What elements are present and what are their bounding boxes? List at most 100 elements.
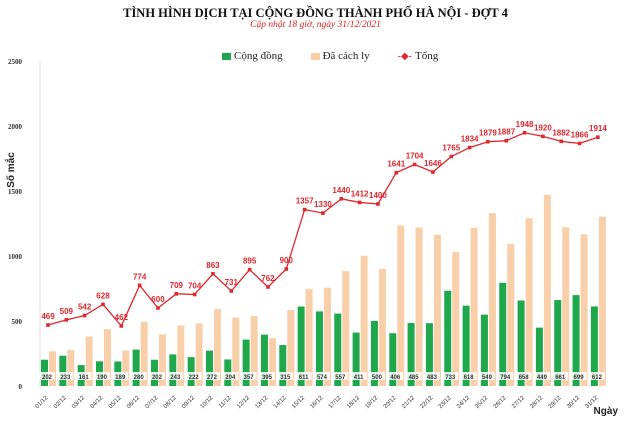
bar-label-cong-dong: 483 bbox=[427, 375, 438, 381]
x-tick-label: 23/12 bbox=[438, 395, 453, 410]
x-tick-label: 08/12 bbox=[163, 395, 178, 410]
bar-label-cong-dong: 204 bbox=[225, 375, 236, 381]
bar-label-cong-dong: 202 bbox=[42, 375, 53, 381]
bar-cong-dong bbox=[425, 323, 433, 386]
point-tong bbox=[247, 267, 252, 272]
bar-label-cong-dong: 315 bbox=[280, 375, 291, 381]
bar-da-cach-ly bbox=[397, 225, 405, 386]
bar-cong-dong bbox=[260, 334, 268, 386]
bar-label-bg bbox=[533, 372, 550, 380]
point-tong bbox=[64, 318, 69, 322]
bar-da-cach-ly bbox=[213, 309, 221, 386]
x-tick-label: 25/12 bbox=[474, 395, 489, 410]
data-label-tong: 731 bbox=[225, 278, 239, 287]
data-label-tong: 774 bbox=[133, 272, 147, 281]
bar-label-bg bbox=[75, 372, 92, 380]
y-tick-label: 2000 bbox=[8, 123, 23, 131]
x-tick-label: 11/12 bbox=[218, 395, 233, 410]
bar-label-cong-dong: 272 bbox=[207, 375, 218, 381]
bar-label-cong-dong: 612 bbox=[592, 375, 603, 381]
bar-label-bg bbox=[203, 372, 220, 380]
bar-da-cach-ly bbox=[525, 218, 533, 386]
point-tong bbox=[266, 285, 270, 289]
point-tong bbox=[559, 139, 564, 144]
x-tick-label: 17/12 bbox=[328, 395, 343, 410]
point-tong bbox=[229, 289, 234, 293]
bar-label-bg bbox=[478, 372, 495, 380]
point-tong bbox=[522, 130, 527, 135]
bar-label-cong-dong: 395 bbox=[262, 375, 273, 381]
bar-label-cong-dong: 202 bbox=[152, 375, 163, 381]
bar-label-bg bbox=[332, 372, 349, 380]
bar-label-cong-dong: 222 bbox=[189, 375, 200, 381]
data-label-tong: 762 bbox=[261, 274, 275, 283]
data-label-tong: 1882 bbox=[552, 128, 570, 137]
y-tick-label: 500 bbox=[12, 318, 23, 326]
data-label-tong: 542 bbox=[78, 303, 92, 312]
bar-label-bg bbox=[39, 372, 55, 380]
bar-label-cong-dong: 449 bbox=[537, 375, 548, 381]
bar-cong-dong bbox=[187, 357, 195, 386]
data-label-tong: 1641 bbox=[387, 160, 405, 169]
x-tick-label: 05/12 bbox=[108, 395, 123, 410]
bar-cong-dong bbox=[242, 339, 250, 386]
legend-item-da-cach-ly: Đã cách ly bbox=[310, 50, 370, 62]
bar-label-bg bbox=[350, 372, 367, 380]
bar-label-bg bbox=[240, 372, 257, 380]
bar-label-cong-dong: 500 bbox=[372, 375, 383, 381]
point-tong bbox=[541, 134, 545, 139]
bar-cong-dong bbox=[297, 306, 305, 386]
bar-label-bg bbox=[460, 372, 477, 380]
legend-label: Cộng đồng bbox=[234, 50, 283, 62]
point-tong bbox=[357, 200, 362, 205]
point-tong bbox=[137, 283, 142, 288]
y-tick-label: 2500 bbox=[8, 58, 23, 66]
bar-label-bg bbox=[57, 372, 74, 380]
data-label-tong: 628 bbox=[96, 291, 110, 300]
bar-cong-dong bbox=[59, 355, 67, 386]
legend-swatch-green bbox=[222, 52, 231, 60]
bar-label-bg bbox=[295, 372, 312, 380]
bar-label-bg bbox=[222, 372, 239, 380]
bar-label-cong-dong: 574 bbox=[317, 375, 328, 381]
data-label-tong: 704 bbox=[188, 281, 202, 290]
legend-swatch-peach bbox=[310, 52, 320, 60]
chart-subtitle: Cập nhật 18 giờ, ngày 31/12/2021 bbox=[250, 20, 381, 30]
bar-da-cach-ly bbox=[433, 234, 441, 386]
bar-cong-dong bbox=[169, 354, 177, 386]
bar-label-cong-dong: 661 bbox=[555, 375, 566, 381]
bar-cong-dong bbox=[590, 306, 598, 386]
bar-da-cach-ly bbox=[158, 334, 166, 386]
point-tong bbox=[412, 162, 417, 167]
point-tong bbox=[504, 138, 509, 143]
point-tong bbox=[596, 135, 600, 139]
legend-item-cong-dong: Cộng đồng bbox=[222, 50, 283, 62]
data-label-tong: 600 bbox=[151, 295, 165, 304]
point-tong bbox=[376, 202, 380, 206]
x-tick-label: 13/12 bbox=[255, 395, 270, 410]
bar-label-bg bbox=[570, 372, 587, 380]
bar-da-cach-ly bbox=[360, 255, 368, 386]
data-label-tong: 1357 bbox=[296, 197, 314, 206]
point-tong bbox=[82, 313, 87, 318]
chart-title: TÌNH HÌNH DỊCH TẠI CỘNG ĐỒNG THÀNH PHỐ H… bbox=[123, 6, 508, 20]
bar-da-cach-ly bbox=[488, 213, 496, 386]
x-tick-label: 24/12 bbox=[456, 395, 471, 410]
data-label-tong: 1887 bbox=[497, 128, 515, 137]
x-tick-label: 01/12 bbox=[35, 395, 50, 410]
x-tick-label: 09/12 bbox=[181, 395, 196, 410]
data-label-tong: 1646 bbox=[424, 159, 442, 168]
x-tick-label: 19/12 bbox=[364, 395, 379, 410]
bar-label-bg bbox=[313, 372, 330, 380]
x-tick-label: 18/12 bbox=[346, 395, 361, 410]
bar-da-cach-ly bbox=[452, 251, 460, 386]
x-tick-label: 12/12 bbox=[236, 395, 251, 410]
x-axis-title: Ngày bbox=[594, 406, 619, 417]
bar-cong-dong bbox=[352, 332, 360, 386]
bar-da-cach-ly bbox=[250, 316, 258, 386]
bar-label-cong-dong: 233 bbox=[60, 375, 71, 381]
x-tick-label: 27/12 bbox=[511, 395, 526, 410]
x-tick-label: 02/12 bbox=[53, 395, 68, 410]
bar-da-cach-ly bbox=[122, 350, 130, 386]
